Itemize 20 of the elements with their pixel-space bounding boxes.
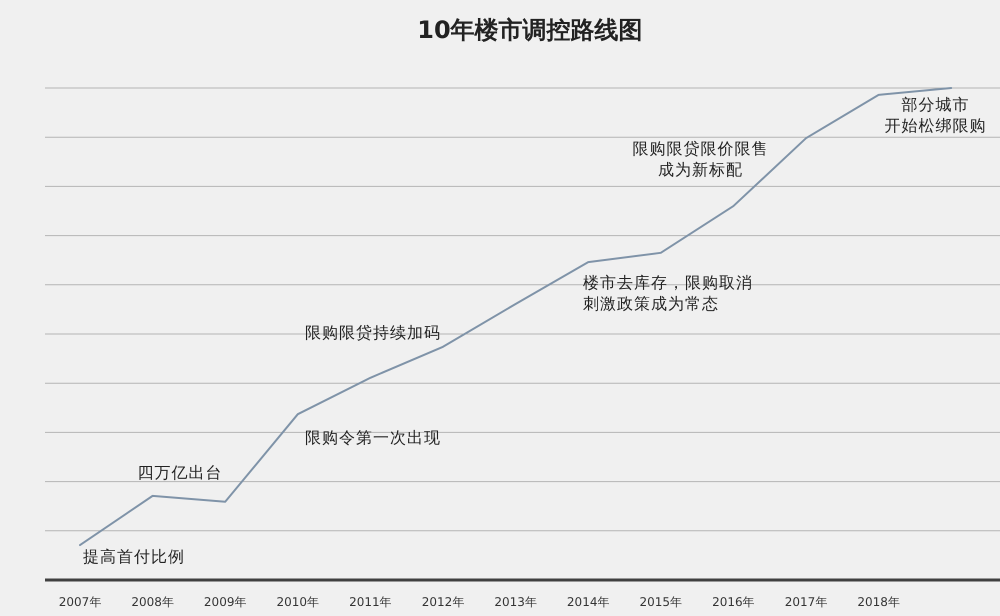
x-tick-label: 2013年 — [494, 595, 537, 609]
annotation: 提高首付比例 — [83, 547, 185, 566]
x-tick-label: 2017年 — [784, 595, 828, 609]
annotation: 楼市去库存，限购取消刺激政策成为常态 — [583, 273, 754, 314]
x-tick-label: 2007年 — [58, 595, 102, 609]
annotation: 限购限贷持续加码 — [305, 322, 441, 342]
x-tick-label: 2016年 — [712, 595, 755, 609]
x-tick-label: 2015年 — [640, 595, 682, 609]
annotation: 限购令第一次出现 — [304, 428, 441, 448]
annotation: 部分城市开始松绑限购 — [884, 94, 987, 135]
x-tick-label: 2012年 — [422, 595, 464, 609]
chart-title: 10年楼市调控路线图 — [417, 16, 643, 44]
x-tick-label: 2018年 — [857, 595, 900, 609]
x-tick-label: 2010年 — [276, 595, 320, 609]
x-tick-label: 2009年 — [204, 595, 246, 609]
annotation: 限购限贷限价限售成为新标配 — [632, 139, 768, 180]
x-tick-label: 2011年 — [349, 595, 392, 609]
annotation: 四万亿出台 — [138, 462, 223, 482]
x-tick-label: 2014年 — [566, 595, 610, 609]
x-tick-label: 2008年 — [131, 595, 174, 609]
